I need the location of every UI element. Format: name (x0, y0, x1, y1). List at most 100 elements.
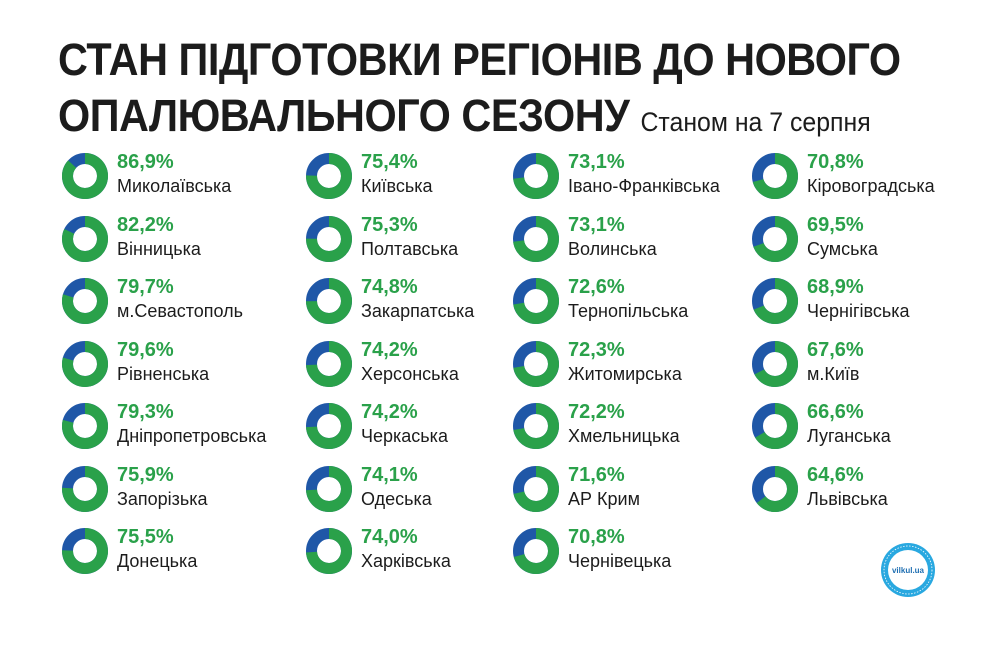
region-name: Хмельницька (568, 426, 680, 446)
donut-chart (513, 465, 559, 512)
region-percent: 74,2% (361, 401, 418, 423)
region-percent: 75,3% (361, 213, 418, 236)
donut-done-slice (306, 215, 352, 262)
donut-chart (62, 465, 108, 512)
region-item: 82,2% Вінницька (62, 214, 302, 264)
region-item: 79,7% м.Севастополь (62, 276, 302, 326)
region-percent: 64,6% (807, 463, 864, 486)
donut-chart (752, 153, 798, 199)
donut-done-slice (306, 153, 352, 199)
donut-done-slice (513, 465, 559, 512)
donut-chart (752, 403, 798, 449)
region-item: 70,8% Кіровоградська (752, 151, 992, 201)
region-name: Рівненська (117, 363, 210, 384)
donut-chart (306, 153, 352, 199)
donut-chart (62, 278, 108, 324)
donut-chart (513, 528, 559, 574)
donut-chart (752, 278, 798, 324)
donut-done-slice (513, 215, 559, 262)
title-line-1: СТАН ПІДГОТОВКИ РЕГІОНІВ ДО НОВОГО (58, 34, 901, 85)
region-name: Тернопільська (568, 301, 689, 321)
region-name: Чернівецька (568, 551, 672, 571)
donut-chart (513, 153, 559, 199)
region-percent: 79,6% (117, 338, 174, 361)
region-name: м.Севастополь (117, 301, 244, 321)
region-name: Чернігівська (807, 301, 910, 321)
region-name: Вінницька (117, 238, 201, 259)
region-item: 74,0% Харківська (306, 526, 546, 576)
region-percent: 70,8% (568, 526, 625, 548)
region-percent: 75,9% (117, 463, 174, 486)
region-item: 64,6% Львівська (752, 464, 992, 514)
region-name: Кіровоградська (807, 176, 935, 196)
donut-chart (306, 340, 352, 387)
donut-chart (62, 215, 108, 262)
region-item: 70,8% Чернівецька (513, 526, 753, 576)
region-item: 72,2% Хмельницька (513, 401, 753, 451)
region-percent: 72,6% (568, 276, 625, 298)
region-item: 75,3% Полтавська (306, 214, 546, 264)
donut-chart (62, 153, 108, 199)
donut-done-slice (513, 528, 559, 574)
donut-chart (513, 278, 559, 324)
donut-done-slice (306, 528, 352, 574)
region-item: 74,8% Закарпатська (306, 276, 546, 326)
region-name: м.Київ (807, 363, 860, 384)
region-item: 86,9% Миколаївська (62, 151, 302, 201)
donut-chart (306, 528, 352, 574)
region-name: Дніпропетровська (117, 426, 267, 446)
region-name: Херсонська (361, 363, 459, 384)
donut-done-slice (513, 340, 559, 387)
region-name: Миколаївська (117, 176, 232, 196)
donut-done-slice (756, 465, 798, 512)
donut-done-slice (62, 403, 108, 449)
region-name: Луганська (807, 426, 891, 446)
donut-chart (306, 403, 352, 449)
region-percent: 74,8% (361, 276, 418, 298)
donut-chart (752, 340, 798, 387)
donut-done-slice (306, 465, 352, 512)
region-item: 75,9% Запорізька (62, 464, 302, 514)
donut-chart (752, 215, 798, 262)
donut-chart (513, 340, 559, 387)
region-item: 72,6% Тернопільська (513, 276, 753, 326)
donut-done-slice (513, 403, 559, 449)
region-name: Харківська (361, 551, 451, 571)
donut-chart (513, 403, 559, 449)
region-item: 79,3% Дніпропетровська (62, 401, 302, 451)
region-percent: 75,5% (117, 526, 174, 548)
region-percent: 74,1% (361, 463, 418, 486)
region-percent: 72,3% (568, 338, 625, 361)
vilkul-logo: vilkul.ua (881, 543, 935, 597)
region-name: Сумська (807, 238, 878, 259)
region-percent: 72,2% (568, 401, 625, 423)
region-name: Київська (361, 176, 433, 196)
region-percent: 70,8% (807, 151, 864, 173)
region-percent: 79,7% (117, 276, 174, 298)
donut-chart (752, 465, 798, 512)
region-item: 74,2% Херсонська (306, 339, 546, 389)
region-percent: 82,2% (117, 213, 174, 236)
region-name: Запорізька (117, 488, 208, 509)
donut-chart (62, 528, 108, 574)
donut-done-slice (513, 278, 559, 324)
region-name: Львівська (807, 488, 888, 509)
region-percent: 79,3% (117, 401, 174, 423)
donut-done-slice (753, 215, 798, 262)
donut-done-slice (513, 153, 559, 199)
donut-done-slice (62, 465, 108, 512)
region-percent: 86,9% (117, 151, 174, 173)
region-item: 73,1% Волинська (513, 214, 753, 264)
region-percent: 74,0% (361, 526, 418, 548)
subtitle: Станом на 7 серпня (640, 107, 871, 137)
region-item: 71,6% АР Крим (513, 464, 753, 514)
region-name: Одеська (361, 488, 432, 509)
donut-chart (306, 465, 352, 512)
region-name: Полтавська (361, 238, 459, 259)
region-percent: 74,2% (361, 338, 418, 361)
donut-done-slice (62, 278, 108, 324)
donut-done-slice (754, 340, 798, 387)
donut-chart (62, 340, 108, 387)
region-name: Івано-Франківська (568, 176, 720, 196)
